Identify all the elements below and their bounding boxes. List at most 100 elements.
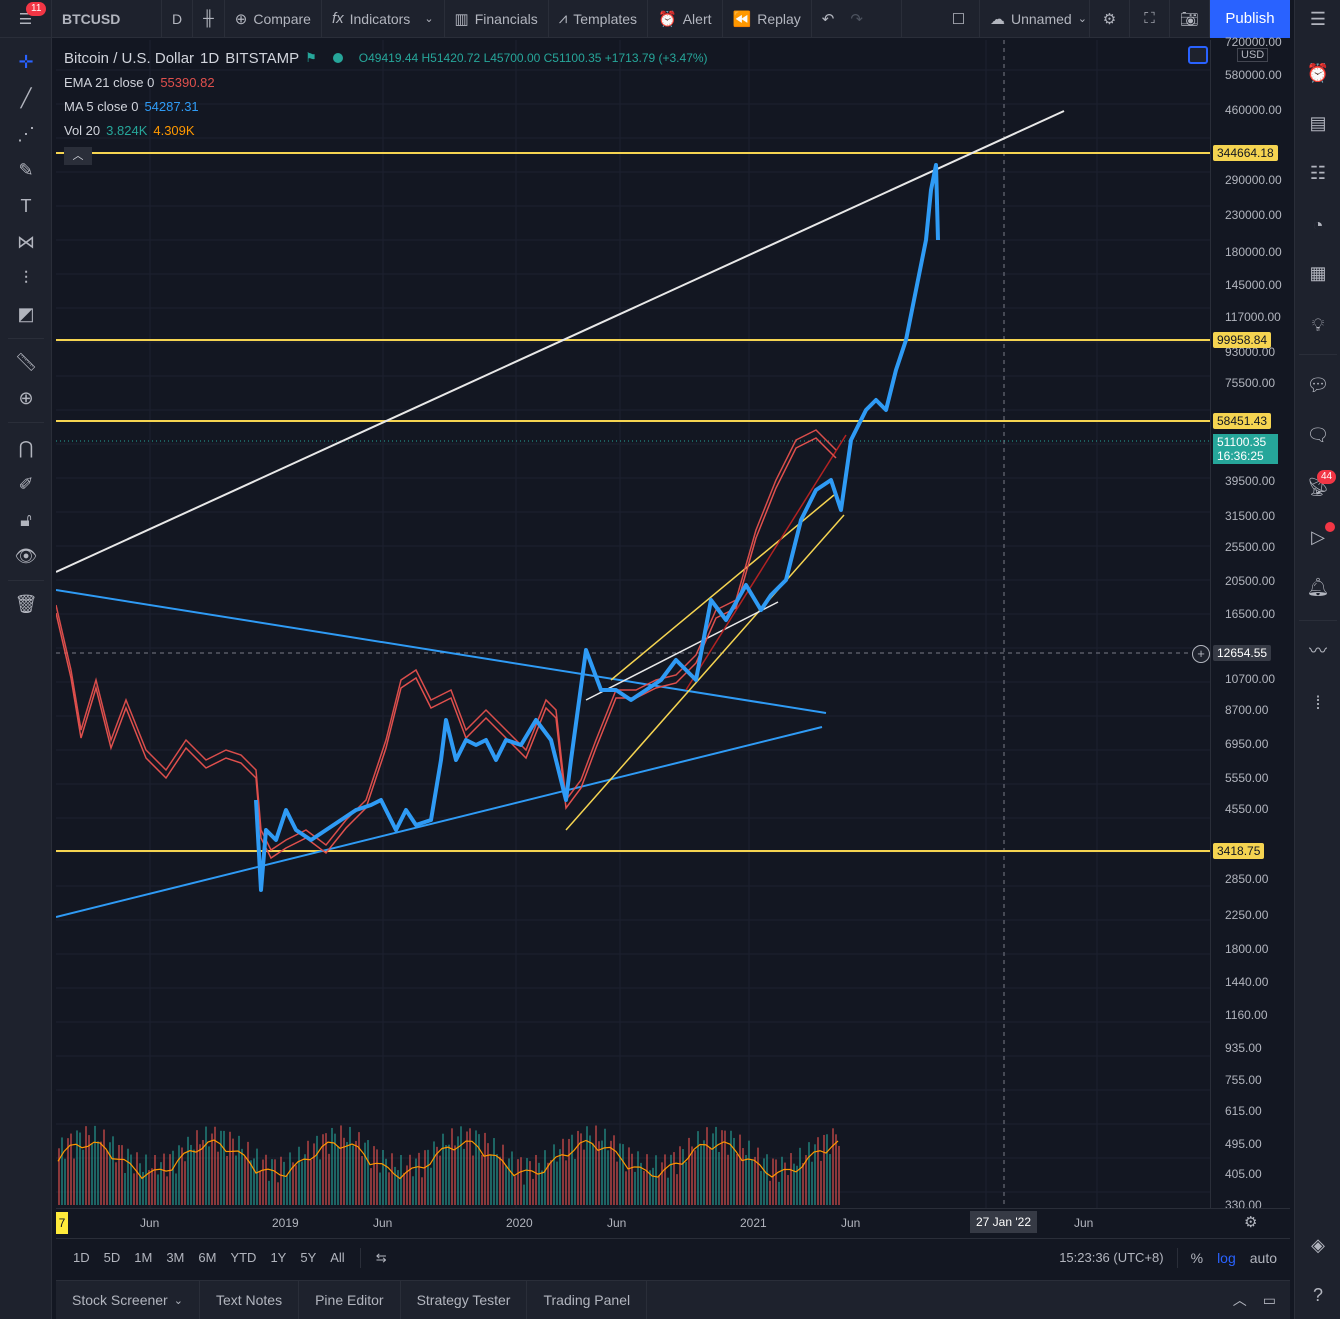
eye-icon[interactable]: 👁︎ <box>14 546 38 566</box>
hotlist-icon[interactable]: ◔ <box>1312 215 1324 235</box>
tab-text-notes[interactable]: Text Notes <box>200 1280 300 1319</box>
collapse-panel-chevron-icon[interactable]: ︿ <box>1232 1292 1247 1308</box>
news-icon[interactable]: ▤ <box>1309 113 1327 133</box>
layers-icon[interactable]: ◈ <box>1311 1235 1325 1255</box>
tab-trading-panel[interactable]: Trading Panel <box>527 1280 648 1319</box>
templates-button[interactable]: ⩘ Templates <box>549 0 649 38</box>
alarm-clock-icon[interactable]: ⏰ <box>1306 63 1330 83</box>
data-window-toggle[interactable] <box>1188 46 1208 64</box>
axis-settings-gear-icon[interactable]: ⚙ <box>1244 1214 1258 1231</box>
text-tool-icon[interactable]: T <box>20 196 32 216</box>
add-alert-plus-icon[interactable]: + <box>1192 645 1210 663</box>
time-axis[interactable]: 7 <box>56 1208 1290 1238</box>
dom-icon[interactable]: ⁞ <box>1315 693 1321 713</box>
maximize-panel-icon[interactable]: ▭ <box>1262 1291 1276 1308</box>
bell-icon[interactable]: 🔔︎ <box>1306 577 1330 597</box>
chart-canvas[interactable] <box>56 40 1210 1208</box>
watchlist-icon[interactable]: ☰ <box>1309 9 1327 29</box>
volume-bar <box>163 1153 165 1205</box>
undo-icon[interactable]: ↶ <box>821 10 835 28</box>
fullscreen-layout-button[interactable]: ☐ <box>938 0 980 38</box>
volume-bar <box>631 1153 633 1205</box>
chart-pane[interactable] <box>56 40 1210 1208</box>
icons-tool-icon[interactable]: ◩ <box>17 304 35 324</box>
chart-legend: Bitcoin / U.S. Dollar 1D BITSTAMP ⚑ O494… <box>64 46 708 168</box>
range-6m[interactable]: 6M <box>198 1250 217 1265</box>
trend-line-icon[interactable]: ╱ <box>20 88 32 108</box>
publish-button[interactable]: Publish <box>1210 0 1290 38</box>
chat-icon[interactable]: 💬︎ <box>1306 375 1330 395</box>
volume-bar <box>697 1131 699 1205</box>
price-axis[interactable]: USD <box>1210 40 1290 1208</box>
pattern-icon[interactable]: ⋈ <box>17 232 35 252</box>
indicators-button[interactable]: fx Indicators ⌄ <box>322 0 445 38</box>
pulse-icon[interactable]: 〰 <box>1309 641 1327 661</box>
fullscreen-button[interactable]: ⛶ <box>1130 0 1170 38</box>
price-tick-label: 39500.00 <box>1225 474 1276 488</box>
main-menu-button[interactable]: ☰ 11 <box>0 0 52 38</box>
trash-icon[interactable]: 🗑︎ <box>14 594 38 614</box>
range-5d[interactable]: 5D <box>103 1250 121 1265</box>
volume-bar <box>421 1177 423 1205</box>
volume-bar <box>112 1136 114 1205</box>
settings-button[interactable]: ⚙ <box>1090 0 1130 38</box>
snapshot-button[interactable]: 📷︎ <box>1170 0 1210 38</box>
volume-bar <box>502 1144 504 1205</box>
replay-button[interactable]: ⏪ Replay <box>723 0 812 38</box>
chevron-down-icon: ⌄ <box>173 1294 183 1307</box>
red-trend-line <box>685 434 847 691</box>
zoom-in-icon[interactable]: ⊕ <box>18 388 34 408</box>
layout-name-button[interactable]: ☁ Unnamed ⌄ <box>980 0 1090 38</box>
range-5y[interactable]: 5Y <box>300 1250 317 1265</box>
tab-pine-editor[interactable]: Pine Editor <box>299 1280 401 1319</box>
data-window-icon[interactable]: ☷ <box>1309 163 1327 183</box>
lock-pencil-icon[interactable]: ✐ <box>18 474 34 494</box>
price-tick-label: 1160.00 <box>1225 1008 1268 1022</box>
play-circle-icon[interactable]: ▷ <box>1311 527 1325 547</box>
range-3m[interactable]: 3M <box>166 1250 185 1265</box>
clock-label[interactable]: 15:23:36 (UTC+8) <box>1059 1250 1164 1265</box>
interval-button[interactable]: D <box>162 0 194 38</box>
redo-icon[interactable]: ↷ <box>850 10 863 28</box>
goto-date-icon[interactable]: ⇆ <box>375 1249 387 1265</box>
private-chat-icon[interactable]: 🗨︎ <box>1306 425 1330 445</box>
flag-icon[interactable]: ⚑ <box>305 50 317 65</box>
volume-bar <box>274 1159 276 1205</box>
fib-tool-icon[interactable]: ⋰ <box>17 124 35 144</box>
compare-button[interactable]: ⊕ Compare <box>225 0 322 38</box>
alert-button[interactable]: ⏰ Alert <box>648 0 723 38</box>
price-candles <box>56 429 837 852</box>
percent-toggle[interactable]: % <box>1190 1249 1204 1266</box>
financials-button[interactable]: ▥ Financials <box>445 0 549 38</box>
crosshair-icon[interactable]: ✛ <box>18 52 34 72</box>
range-1d[interactable]: 1D <box>73 1250 90 1265</box>
volume-bar <box>622 1144 624 1205</box>
gear-icon: ⚙ <box>1102 10 1117 28</box>
log-toggle[interactable]: log <box>1217 1249 1236 1266</box>
auto-toggle[interactable]: auto <box>1249 1249 1277 1266</box>
symbol-search[interactable]: BTCUSD <box>52 0 162 38</box>
tab-strategy-tester[interactable]: Strategy Tester <box>401 1280 528 1319</box>
ruler-icon[interactable]: 📏︎ <box>14 352 38 372</box>
brush-icon[interactable]: ✎ <box>18 160 34 180</box>
volume-bar <box>808 1142 810 1205</box>
volume-bar <box>589 1135 591 1205</box>
range-1m[interactable]: 1M <box>134 1250 153 1265</box>
volume-bar <box>313 1143 315 1205</box>
range-ytd[interactable]: YTD <box>230 1250 257 1265</box>
volume-bar <box>121 1145 123 1205</box>
range-all[interactable]: All <box>330 1250 345 1265</box>
lock-icon[interactable]: 🔓︎ <box>20 510 32 530</box>
tab-stock-screener[interactable]: Stock Screener ⌄ <box>56 1280 200 1319</box>
volume-bar <box>385 1158 387 1205</box>
help-icon[interactable]: ? <box>1312 1285 1323 1305</box>
chart-type-button[interactable]: ╫ <box>193 0 225 38</box>
ideas-bulb-icon[interactable]: 💡︎ <box>1311 315 1325 335</box>
volume-bar <box>505 1165 507 1205</box>
magnet-icon[interactable]: ⋂ <box>18 438 34 458</box>
range-1y[interactable]: 1Y <box>270 1250 287 1265</box>
collapse-legend-button[interactable]: ︿ <box>64 147 92 165</box>
prediction-icon[interactable]: ⫶ <box>23 268 29 288</box>
volume-bar <box>160 1162 162 1205</box>
calendar-icon[interactable]: ▦ <box>1309 263 1327 283</box>
